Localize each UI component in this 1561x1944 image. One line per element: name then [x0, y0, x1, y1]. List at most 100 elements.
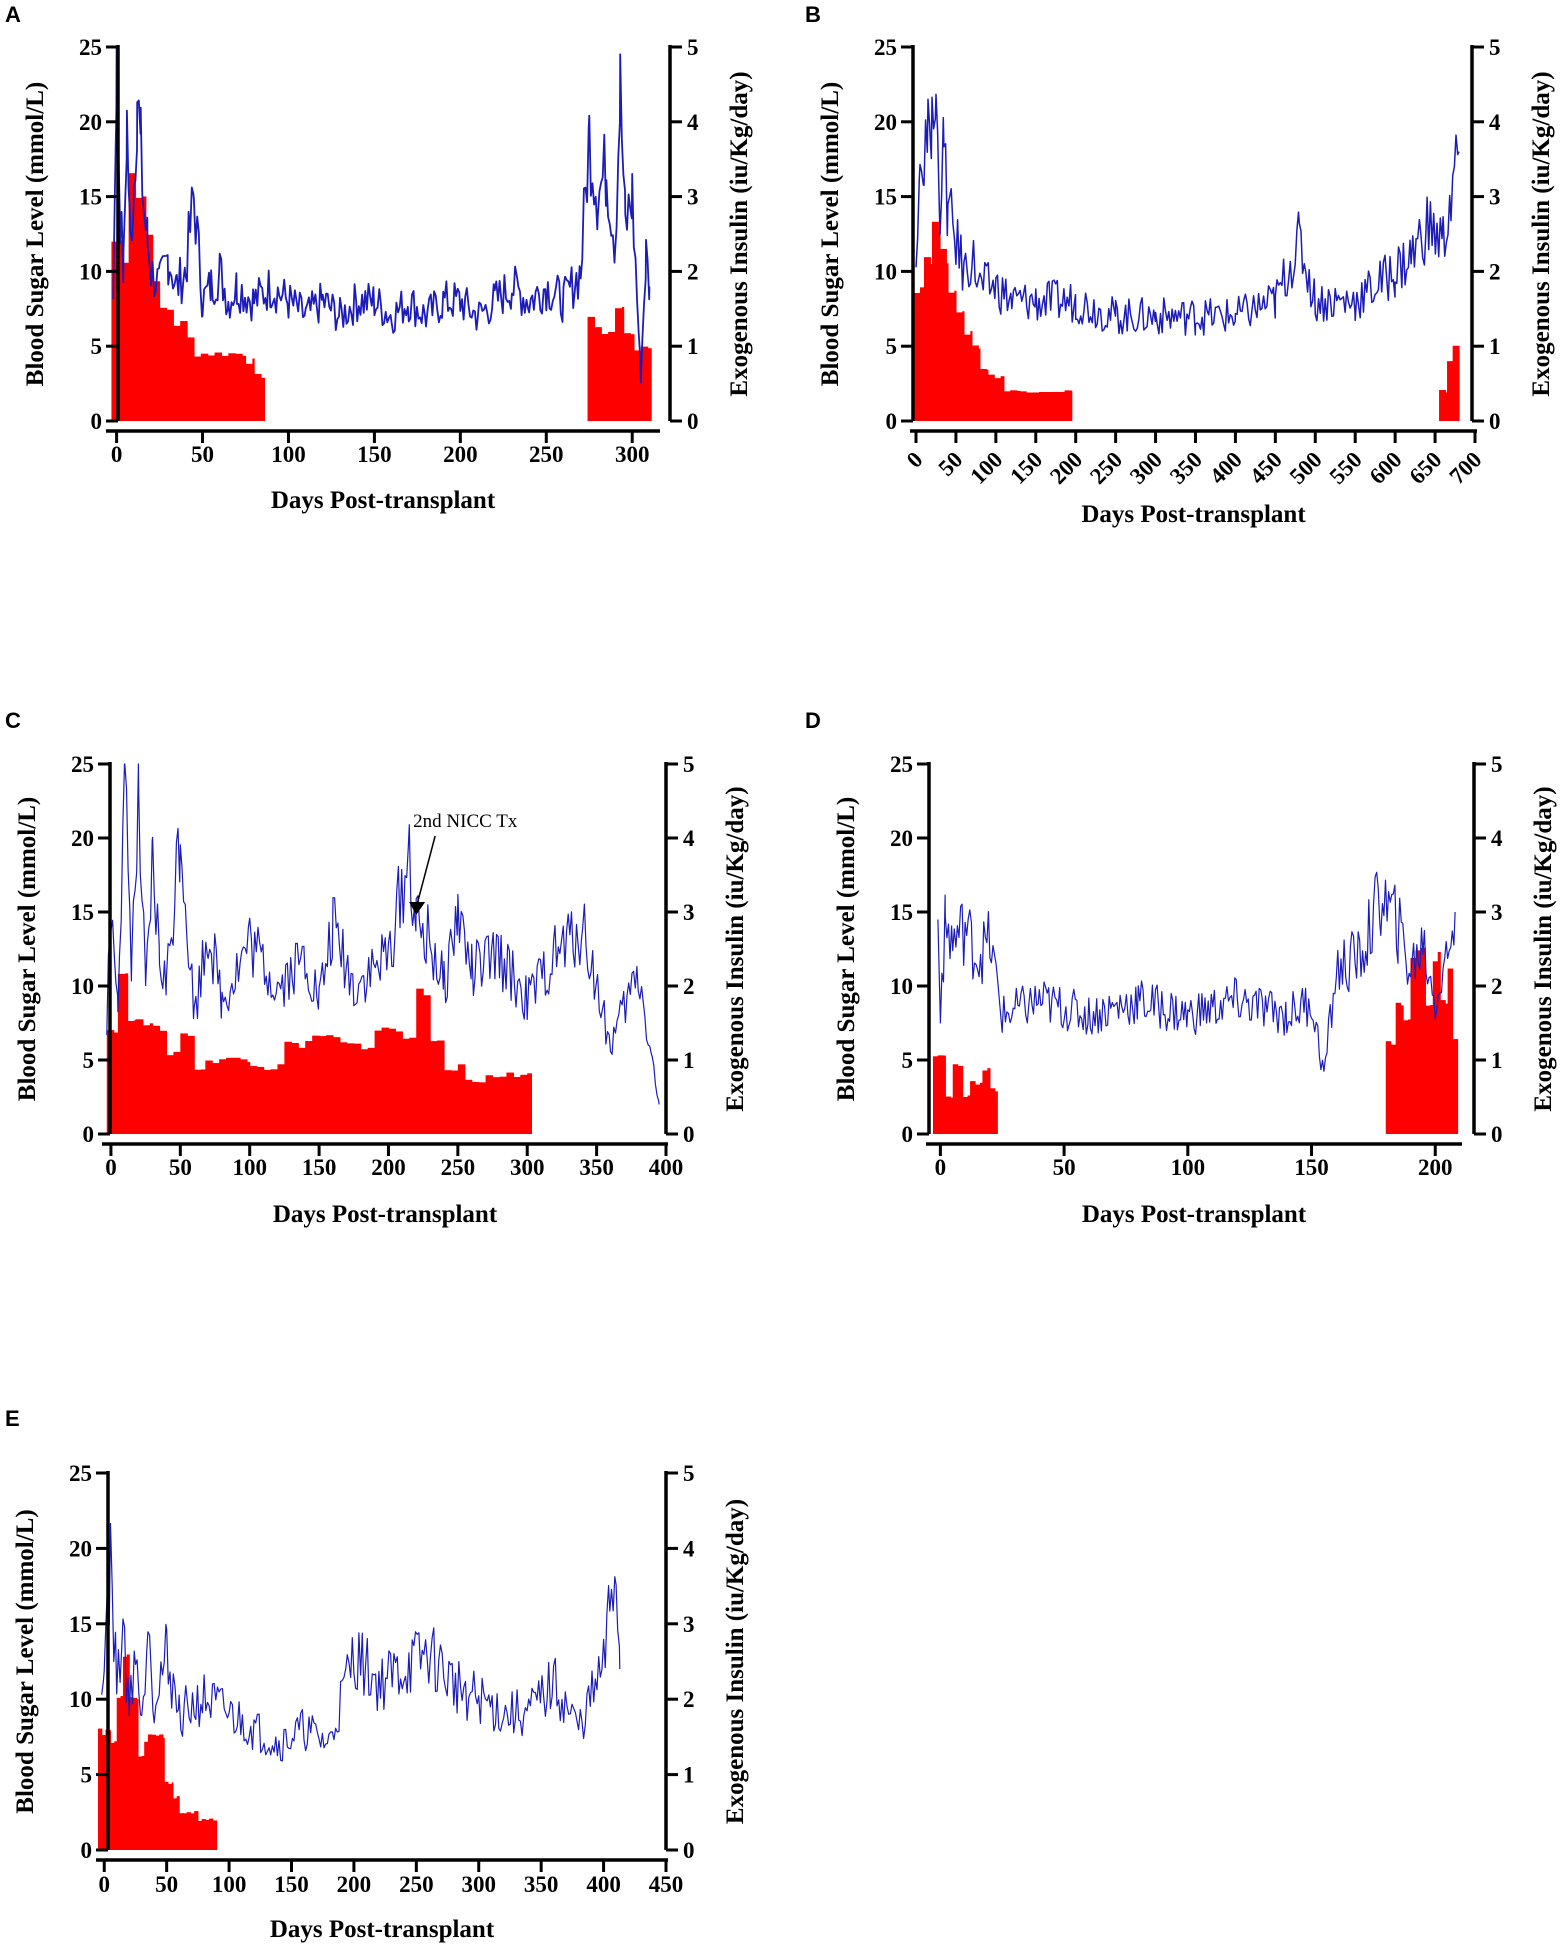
y-right-tick-label: 0	[1489, 409, 1501, 434]
insulin-bar	[939, 248, 947, 421]
y-left-tick-label: 15	[71, 900, 94, 925]
insulin-bar	[931, 221, 939, 421]
insulin-bar	[212, 1063, 220, 1134]
y-left-tick-label: 10	[79, 259, 102, 284]
x-tick-label: 0	[98, 1872, 110, 1897]
insulin-bar	[194, 1069, 202, 1134]
insulin-bar	[1439, 390, 1447, 421]
insulin-bar	[135, 197, 143, 421]
insulin-bar	[970, 331, 973, 421]
x-tick-label: 300	[615, 442, 650, 467]
insulin-bar	[979, 1082, 984, 1134]
insulin-bar	[118, 240, 123, 421]
insulin-bar	[957, 1065, 964, 1134]
insulin-bar	[950, 1097, 954, 1134]
x-tick-label: 200	[371, 1155, 406, 1180]
insulin-bar	[423, 995, 431, 1134]
insulin-bar	[252, 358, 255, 421]
insulin-bar	[1058, 391, 1066, 421]
y-right-tick-label: 0	[687, 409, 699, 434]
insulin-bar	[987, 1068, 991, 1134]
insulin-bar	[147, 1734, 153, 1850]
x-axis-title: Days Post-transplant	[271, 487, 496, 514]
x-tick-label: 200	[1418, 1155, 1453, 1180]
y-right-tick-label: 4	[687, 110, 699, 135]
x-tick-label: 150	[274, 1872, 309, 1897]
insulin-bar	[1410, 957, 1417, 1134]
x-tick-label: 50	[191, 442, 214, 467]
insulin-bar	[116, 1697, 122, 1850]
insulin-bar	[179, 1813, 184, 1850]
x-tick-label: 250	[441, 1155, 476, 1180]
insulin-bar	[1437, 951, 1441, 1134]
insulin-bar	[594, 327, 602, 421]
y-left-tick-label: 0	[886, 409, 898, 434]
insulin-bar	[298, 1047, 306, 1134]
x-tick-label: 0	[111, 442, 123, 467]
insulin-bar	[623, 333, 632, 421]
y-left-axis-title: Blood Sugar Level (mmol/L)	[817, 82, 844, 386]
insulin-bar	[128, 173, 137, 421]
insulin-bars	[111, 173, 652, 421]
insulin-bar	[987, 374, 995, 421]
blood-sugar-line	[915, 93, 1460, 336]
insulin-bar	[166, 1055, 174, 1134]
insulin-bar	[187, 1035, 195, 1134]
insulin-bar	[305, 1041, 313, 1134]
insulin-bar	[979, 368, 987, 421]
y-left-tick-label: 15	[69, 1612, 92, 1637]
insulin-bar	[270, 1069, 279, 1134]
y-left-tick-label: 20	[79, 110, 102, 135]
insulin-bar	[1010, 390, 1018, 421]
insulin-bar	[464, 1079, 473, 1134]
insulin-bar	[235, 353, 243, 421]
insulin-bar	[621, 306, 625, 421]
insulin-bar	[1430, 1004, 1434, 1134]
x-tick-label: 400	[586, 1872, 621, 1897]
y-left-tick-label: 25	[69, 1461, 92, 1486]
insulin-bar	[159, 1030, 168, 1134]
y-left-axis-title: Blood Sugar Level (mmol/L)	[14, 797, 41, 1101]
insulin-bar	[117, 973, 126, 1134]
insulin-bar	[122, 1656, 128, 1850]
insulin-bar	[242, 355, 247, 421]
x-tick-label: 100	[212, 1872, 247, 1897]
blood-sugar-line	[101, 1522, 621, 1762]
insulin-bar	[1026, 392, 1034, 421]
insulin-bar	[994, 1091, 998, 1134]
insulin-bar	[409, 1037, 417, 1134]
insulin-bar	[121, 262, 130, 421]
x-tick-label: 50	[155, 1872, 178, 1897]
y-right-tick-label: 1	[1489, 334, 1501, 359]
y-right-tick-label: 2	[683, 974, 695, 999]
y-left-axis-title: Blood Sugar Level (mmol/L)	[833, 797, 860, 1101]
y-right-tick-label: 4	[683, 1536, 695, 1561]
insulin-bar	[173, 1051, 181, 1134]
insulin-bar	[182, 1813, 188, 1850]
insulin-bars	[106, 973, 532, 1134]
insulin-bar	[144, 1741, 149, 1850]
insulin-bar	[527, 1073, 532, 1134]
insulin-bar	[166, 309, 174, 421]
insulin-bar	[1447, 968, 1454, 1134]
insulin-bar	[129, 1697, 134, 1850]
x-tick-label: 150	[302, 1155, 337, 1180]
y-left-tick-label: 0	[91, 409, 103, 434]
insulin-bar	[402, 1038, 410, 1134]
insulin-bar	[233, 1057, 241, 1134]
insulin-bar	[982, 1070, 988, 1134]
insulin-bar	[485, 1075, 494, 1134]
insulin-bar	[1440, 1000, 1446, 1134]
insulin-bar	[246, 1062, 251, 1134]
insulin-bar	[120, 1696, 124, 1850]
y-left-tick-label: 20	[874, 110, 897, 135]
panel-letter: C	[5, 708, 21, 733]
y-left-tick-label: 15	[890, 900, 913, 925]
insulin-bar	[967, 1095, 971, 1134]
insulin-bar	[970, 1081, 976, 1134]
y-right-tick-label: 1	[687, 334, 699, 359]
x-tick-label: 350	[524, 1872, 559, 1897]
insulin-bar	[291, 1042, 299, 1134]
